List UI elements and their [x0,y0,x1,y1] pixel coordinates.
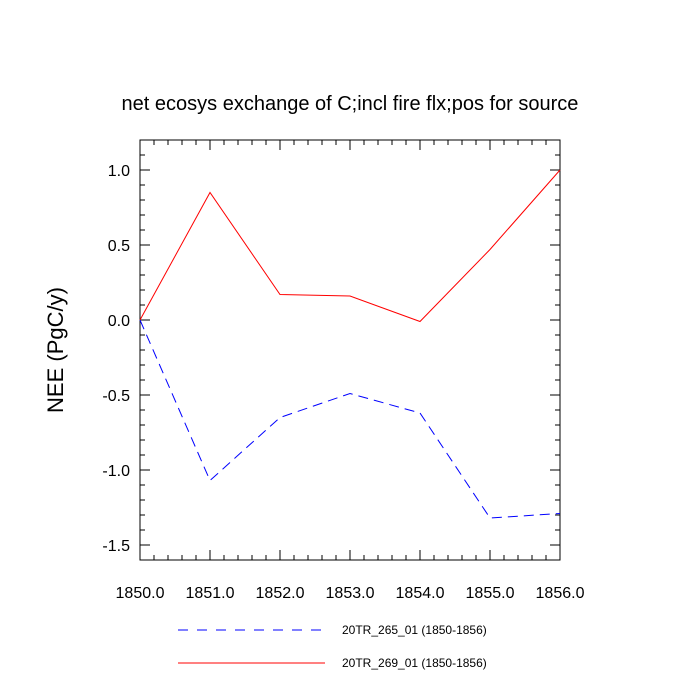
series-group [139,169,561,519]
y-tick-label: 0.5 [108,238,130,255]
y-tick-label: -1.5 [102,538,130,555]
series-line-1 [139,319,561,519]
y-tick-label: -0.5 [102,388,130,405]
legend-label-2: 20TR_269_01 (1850-1856) [342,656,487,670]
minor-ticks [139,139,561,561]
major-ticks [139,140,561,560]
x-tick-label: 1855.0 [466,585,515,602]
plot-frame [139,139,561,561]
x-tick-label: 1852.0 [256,585,305,602]
x-tick-label: 1851.0 [186,585,235,602]
x-tick-label: 1854.0 [396,585,445,602]
y-tick-labels: -1.5 -1.0 -0.5 0.0 0.5 1.0 [102,163,130,555]
y-tick-label: 1.0 [108,163,130,180]
x-tick-label: 1853.0 [326,585,375,602]
y-tick-label: 0.0 [108,313,130,330]
series-line-2 [139,169,561,323]
legend-label-1: 20TR_265_01 (1850-1856) [342,623,487,637]
x-tick-labels: 1850.0 1851.0 1852.0 1853.0 1854.0 1855.0 1856… [116,585,585,602]
legend: 20TR_265_01 (1850-1856) 20TR_269_01 (1850… [178,623,487,670]
x-tick-label: 1856.0 [536,585,585,602]
chart-title: net ecosys exchange of C;incl fire flx;p… [122,93,579,115]
y-tick-label: -1.0 [102,463,130,480]
y-axis-label: NEE (PgC/y) [43,287,68,413]
x-tick-label: 1850.0 [116,585,165,602]
plot-border [139,139,561,561]
